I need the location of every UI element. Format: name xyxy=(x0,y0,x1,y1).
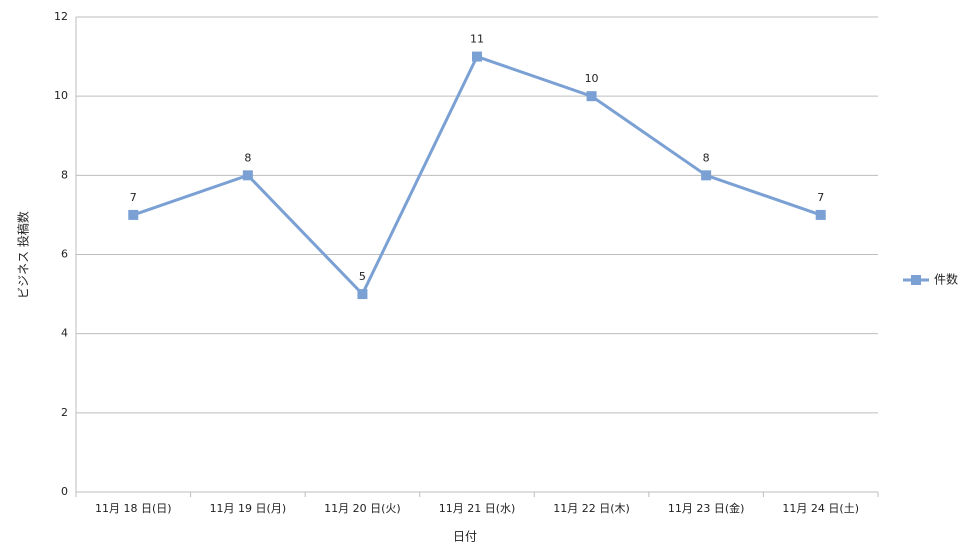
y-tick-label: 10 xyxy=(54,89,68,102)
data-label: 5 xyxy=(359,270,366,283)
marker xyxy=(242,170,253,181)
legend-label: 件数 xyxy=(934,272,958,287)
data-label: 7 xyxy=(817,191,824,204)
marker xyxy=(586,91,597,102)
y-tick-label: 8 xyxy=(61,168,68,181)
x-tick-label: 11月 22 日(木) xyxy=(553,502,630,515)
data-label: 10 xyxy=(585,72,599,85)
x-tick-label: 11月 19 日(月) xyxy=(210,502,287,515)
y-tick-label: 4 xyxy=(61,327,68,340)
data-label: 7 xyxy=(130,191,137,204)
x-tick-label: 11月 18 日(日) xyxy=(95,502,172,515)
x-tick-label: 11月 24 日(土) xyxy=(782,502,859,515)
marker xyxy=(701,170,712,181)
x-tick-label: 11月 23 日(金) xyxy=(668,501,745,515)
y-tick-label: 0 xyxy=(61,485,68,498)
x-tick-label: 11月 21 日(水) xyxy=(439,502,516,515)
y-tick-label: 12 xyxy=(54,10,68,23)
data-label: 8 xyxy=(244,151,251,164)
legend-marker xyxy=(911,275,921,285)
x-axis-label: 日付 xyxy=(453,530,477,544)
y-axis-label: ビジネス 投稿数 xyxy=(16,211,31,299)
y-tick-label: 6 xyxy=(61,248,68,261)
data-label: 11 xyxy=(470,33,484,46)
marker xyxy=(357,289,368,300)
marker xyxy=(472,51,482,62)
marker xyxy=(815,209,826,220)
y-tick-label: 2 xyxy=(61,406,68,419)
x-tick-label: 11月 20 日(火) xyxy=(324,502,401,515)
marker xyxy=(128,209,139,220)
data-label: 8 xyxy=(703,151,710,164)
